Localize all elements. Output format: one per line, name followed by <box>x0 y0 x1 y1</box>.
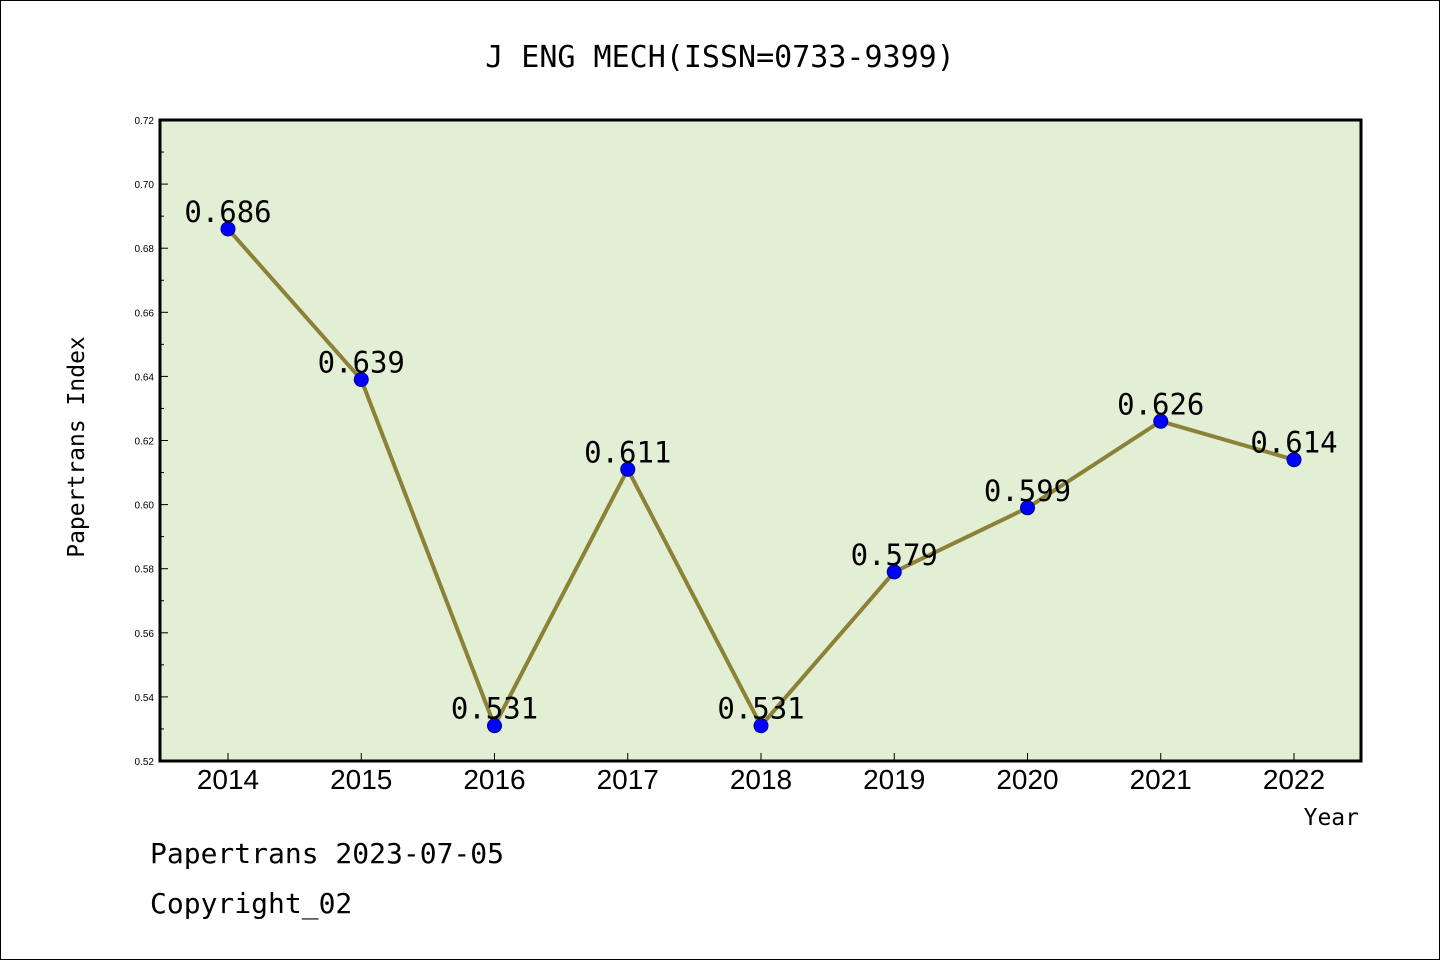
data-point <box>620 461 636 477</box>
data-label: 0.686 <box>184 195 271 229</box>
data-label: 0.626 <box>1117 387 1204 421</box>
y-axis-label: Papertrans Index <box>64 336 90 558</box>
x-tick-label: 2015 <box>330 764 392 795</box>
y-tick-label: 0.58 <box>135 565 155 576</box>
data-label: 0.599 <box>984 474 1071 508</box>
chart-title: J ENG MECH(ISSN=0733-9399) <box>485 40 955 75</box>
y-tick-label: 0.64 <box>135 372 155 383</box>
data-point <box>753 718 769 734</box>
data-point <box>1020 500 1035 516</box>
y-tick-label: 0.72 <box>135 116 155 127</box>
y-tick-label: 0.66 <box>135 308 155 319</box>
y-tick-label: 0.60 <box>135 501 155 512</box>
x-tick-label: 2017 <box>597 764 659 795</box>
x-tick-label: 2021 <box>1130 764 1192 795</box>
x-tick-label: 2022 <box>1263 764 1325 795</box>
data-label: 0.614 <box>1250 426 1337 460</box>
y-tick-label: 0.54 <box>135 693 155 704</box>
footer-copyright: Copyright_02 <box>150 887 352 921</box>
y-tick-label: 0.52 <box>135 757 155 768</box>
footer-date: Papertrans 2023-07-05 <box>150 837 504 870</box>
data-point <box>487 718 502 734</box>
data-point <box>886 564 902 580</box>
data-point <box>220 221 236 237</box>
y-axis-ticks: 0.52 0.54 0.56 0.58 0.60 0.62 0.64 0.66 0.68 0.70… <box>135 116 168 768</box>
plot-border <box>158 118 1363 763</box>
plot-area <box>160 120 1361 761</box>
x-tick-label: 2020 <box>996 764 1058 795</box>
y-tick-label: 0.70 <box>135 180 155 191</box>
data-point <box>1153 413 1169 429</box>
data-label-group: 0.686 0.639 0.531 0.611 0.531 0.579 0.599 0.626… <box>184 195 1337 726</box>
x-tick-label: 2014 <box>197 764 259 795</box>
y-tick-label: 0.62 <box>135 437 155 448</box>
x-tick-label: 2016 <box>463 764 525 795</box>
x-tick-label: 2019 <box>863 764 925 795</box>
y-tick-label: 0.56 <box>135 629 155 640</box>
data-point <box>1286 452 1302 468</box>
data-label: 0.579 <box>851 538 938 572</box>
x-tick-label: 2018 <box>730 764 792 795</box>
data-label: 0.611 <box>584 435 671 469</box>
y-tick-label: 0.68 <box>135 244 155 255</box>
data-label: 0.639 <box>318 346 405 380</box>
marker-group <box>220 221 1302 734</box>
data-label: 0.531 <box>451 692 538 726</box>
x-axis-ticks: 2014 2015 2016 2017 2018 2019 2020 2021 2022 <box>197 753 1325 795</box>
data-point <box>353 372 369 388</box>
x-axis-label: Year <box>1304 805 1359 831</box>
data-label: 0.531 <box>717 692 804 726</box>
